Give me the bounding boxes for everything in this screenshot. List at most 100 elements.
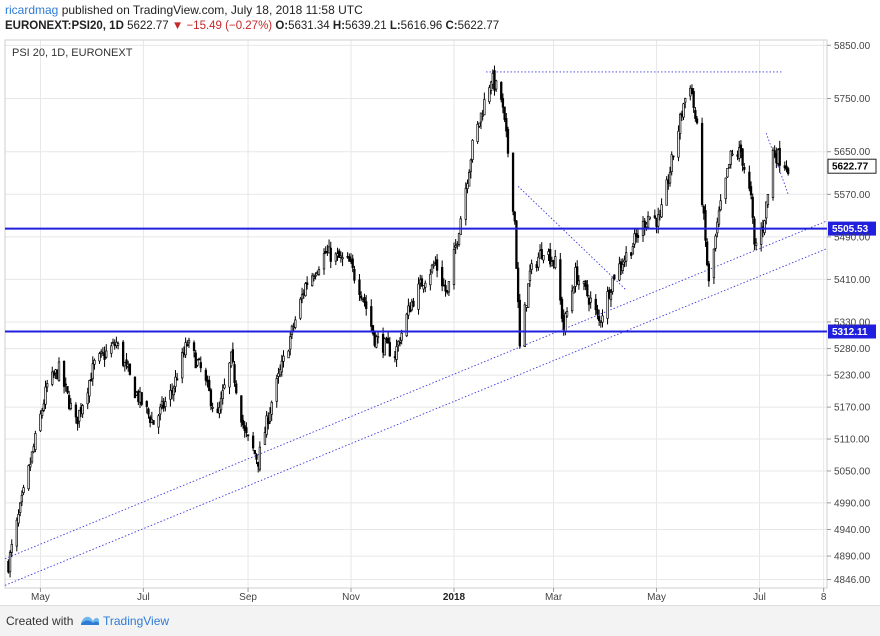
candle-body [147,408,150,415]
candle [609,288,613,308]
price-chart[interactable]: PSI 20, 1D, EURONEXT 5505.53 5312.11 5850… [0,0,880,605]
candle [577,275,581,290]
candle [176,372,179,381]
price-axis[interactable]: 5850.00 5750.00 5650.00 5570.00 5490.00 5410.… [827,41,871,586]
candle [187,337,191,348]
candle-body [515,220,518,269]
author-name[interactable]: ricardmag [5,3,59,17]
candle-body [771,149,775,198]
candle [89,372,93,382]
tradingview-brand[interactable]: TradingView [103,614,170,628]
candle [432,260,435,269]
horizontal-levels[interactable]: 5505.53 5312.11 [5,221,876,339]
candle [299,297,302,321]
candle-body [754,242,758,246]
candle-body [731,153,734,156]
candle-body [646,215,650,228]
candle-body [577,280,581,286]
candle-body [192,342,196,351]
candle-body [753,218,756,245]
candle [255,453,258,465]
candle-body [89,378,93,382]
trend-lines[interactable] [4,71,828,586]
candle [668,166,672,187]
publish-text: published on TradingView.com, July 18, 2… [61,3,363,17]
candle [549,242,552,268]
candle [754,238,758,251]
candle [57,357,61,382]
candle [576,260,579,285]
candle [164,396,167,412]
candle-body [304,283,307,297]
candle-body [219,397,223,411]
candle-body [717,210,721,225]
candle-body [395,346,398,360]
y-tick-label: 5050.00 [834,466,871,477]
candle [204,367,208,386]
candle [530,259,533,275]
candle-body [289,336,292,350]
candle [618,256,621,282]
candle-body [633,233,636,245]
candle-body [52,372,56,376]
candle-body [30,451,34,463]
candle-body [668,172,672,184]
candle-body [184,342,187,356]
candle-body [240,395,243,423]
tradingview-logo-icon[interactable] [80,612,100,628]
candle [192,340,196,358]
candle [743,163,746,174]
candle-body [116,343,120,346]
candle-body [621,264,624,272]
candle-body [67,395,71,409]
candle [692,87,695,113]
candle [219,391,223,414]
candle [624,246,628,267]
candle [93,358,96,370]
y-tick-label: 4846.00 [834,575,871,586]
candle [67,390,71,411]
candle-body [636,234,640,238]
candle [339,251,343,263]
candle-body [559,259,562,301]
candle [441,260,444,292]
candle-body [743,166,746,170]
candle-body [172,387,175,396]
level-price-label: 5312.11 [832,327,868,338]
candle [105,344,108,359]
candle-body [140,392,143,405]
candle-body [513,211,516,222]
candle [483,92,486,116]
candle [78,409,81,428]
candle [444,279,447,297]
candle [677,125,680,162]
candle [702,204,705,220]
candle [505,112,508,138]
candle [74,402,78,424]
candle [46,379,49,393]
symbol-ohlc-line: EURONEXT:PSI20, 1D 5622.77 ▼ −15.49 (−0.… [5,20,499,32]
candle [128,363,132,376]
candle [209,388,213,411]
candle-body [584,280,587,287]
candle-body [570,290,574,312]
candle [110,342,113,358]
candle [246,434,250,441]
candle [636,228,640,243]
time-axis[interactable]: May Jul Sep Nov 2018 Mar May Jul 8 [31,588,827,603]
candle-body [712,248,716,279]
candle-body [258,446,262,470]
candle [559,252,562,305]
candle-body [353,268,356,281]
candle [358,273,361,301]
footer-bar: Created with TradingView [0,605,880,636]
candle-body [516,267,520,303]
candle [145,400,148,414]
candle-body [518,299,521,347]
candle-body [233,364,236,384]
candle-body [278,369,282,376]
candle-body [375,336,378,348]
candle [42,399,45,413]
candle-body [110,345,113,354]
candle [739,140,743,159]
